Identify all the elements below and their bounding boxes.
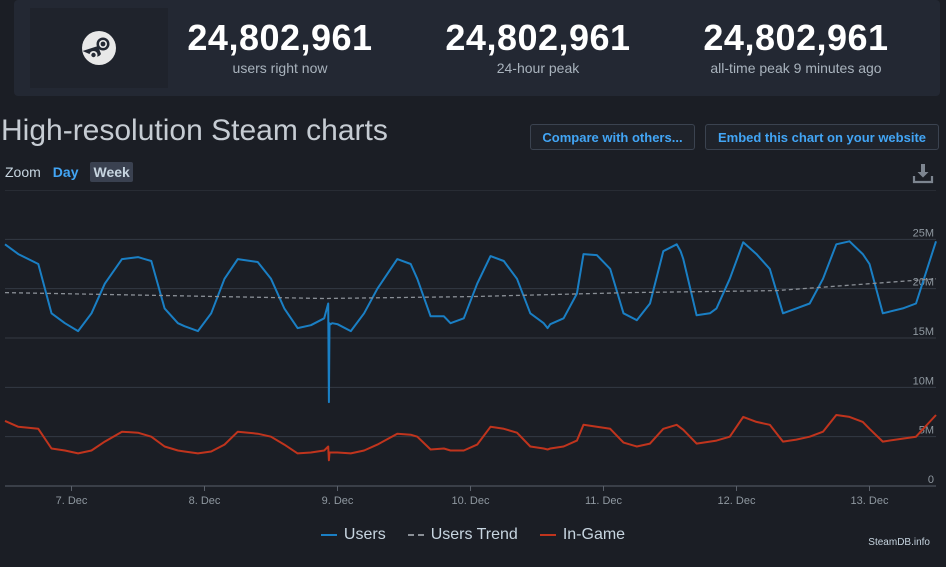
legend-swatch-users [320,534,337,536]
x-tick-label: 13. Dec [851,495,889,507]
zoom-week-button[interactable]: Week [90,162,133,182]
compare-button[interactable]: Compare with others... [530,124,695,150]
stat-24h-peak: 24,802,961 24-hour peak [418,17,658,77]
y-tick-label: 5M [919,425,934,437]
series-in-game-line [4,414,937,462]
zoom-controls: Zoom Day Week [5,162,133,182]
steam-logo-icon [82,31,116,65]
x-tick-label: 11. Dec [585,495,623,507]
stat-24h-peak-label: 24-hour peak [496,60,580,76]
stat-24h-peak-value: 24,802,961 [445,17,631,58]
x-tick-label: 7. Dec [56,495,88,507]
stat-current: 24,802,961 users right now [160,17,400,77]
series-users-line [4,240,937,404]
y-tick-label: 15M [913,326,934,338]
stat-all-time-peak: 24,802,961 all-time peak 9 minutes ago [676,17,916,77]
y-tick-label: 0 [928,474,934,486]
legend-label-users-trend: Users Trend [430,526,518,543]
stat-current-label: users right now [232,60,328,76]
x-tick-label: 12. Dec [718,495,756,507]
legend-label-in-game: In-Game [562,526,626,543]
legend-swatch-in-game [539,534,556,536]
chart-legend: Users Users Trend In-Game [0,526,946,544]
legend-item-in-game[interactable]: In-Game [539,526,626,544]
logo-box[interactable] [30,8,168,88]
legend-swatch-users-trend [407,534,424,536]
x-tick-label: 8. Dec [189,495,221,507]
stats-panel: 24,802,961 users right now 24,802,961 24… [14,0,940,96]
legend-label-users: Users [343,526,386,543]
stat-all-time-peak-value: 24,802,961 [703,17,889,58]
x-tick-label: 10. Dec [452,495,490,507]
embed-button[interactable]: Embed this chart on your website [705,124,939,150]
chart-series [4,240,937,462]
y-tick-label: 10M [913,375,934,387]
download-icon[interactable] [912,162,934,184]
legend-item-users[interactable]: Users [320,526,386,544]
zoom-label: Zoom [5,164,41,180]
y-tick-label: 25M [913,227,934,239]
x-tick-label: 9. Dec [322,495,354,507]
stat-all-time-peak-label: all-time peak 9 minutes ago [710,60,882,76]
stat-current-value: 24,802,961 [187,17,373,58]
credit-link[interactable]: SteamDB.info [868,537,930,548]
series-users-trend-line [4,278,937,300]
page-title: High-resolution Steam charts [1,114,388,147]
legend-item-users-trend[interactable]: Users Trend [407,526,518,544]
zoom-day-button[interactable]: Day [52,164,79,180]
chart-grid [5,190,936,487]
x-axis-ticks: 7. Dec 8. Dec 9. Dec 10. Dec 11. Dec 12. Dec 1… [56,486,889,507]
